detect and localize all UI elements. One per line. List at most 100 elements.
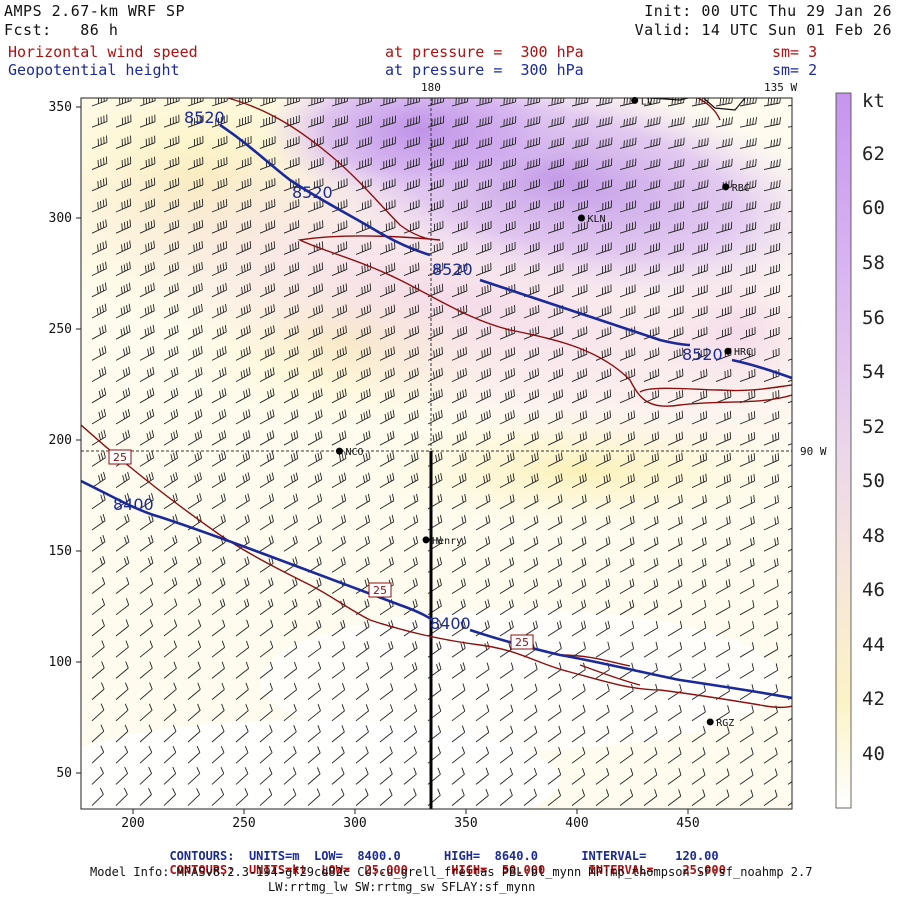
wind-barb [475, 367, 492, 383]
wind-barb [547, 431, 563, 446]
wind-barb [259, 199, 276, 213]
init-time: Init: 00 UTC Thu 29 Jan 26 [644, 2, 892, 20]
wind-barb [523, 242, 540, 255]
wind-barb [379, 115, 396, 128]
wind-barb [475, 325, 492, 340]
wind-barb [643, 305, 660, 319]
wind-barb [283, 241, 300, 255]
wind-barb [379, 704, 394, 722]
axis-ticks [76, 106, 689, 814]
wind-barb [403, 199, 420, 213]
wind-barb [715, 494, 731, 510]
wind-barb [91, 513, 106, 531]
wind-barb [91, 156, 108, 171]
wind-barb [571, 326, 588, 340]
wind-barb [355, 388, 371, 404]
wind-barb [211, 493, 226, 510]
wind-barb [283, 682, 298, 700]
wind-barb [283, 619, 298, 637]
wind-barb [523, 515, 539, 531]
wind-barb [139, 303, 155, 319]
wind-barb [475, 599, 490, 616]
wind-barb [667, 137, 685, 149]
wind-barb [787, 738, 792, 743]
colorbar-tick: 40 [862, 743, 885, 765]
wind-contour-labels: 25 25 25 [108, 449, 534, 650]
wind-barb [139, 366, 155, 382]
wind-barb [763, 200, 781, 213]
wind-barb [451, 452, 467, 467]
wind-barb [691, 368, 708, 383]
wind-barb [211, 198, 228, 213]
wind-barb [307, 346, 323, 361]
wind-barb [547, 767, 562, 785]
wind-barb [403, 304, 420, 319]
wind-barb [403, 136, 420, 149]
wind-barb [739, 726, 754, 743]
wind-barb [115, 703, 129, 722]
wind-barb [211, 282, 227, 298]
wind-barb [619, 557, 635, 573]
wind-barb [475, 641, 490, 658]
colorbar-tick: 56 [862, 307, 885, 329]
wind-barb [595, 473, 611, 489]
footer-high: HIGH= 8640.0 [444, 849, 538, 863]
wind-barb [667, 179, 685, 192]
wind-barb [139, 682, 153, 700]
wind-barb [187, 177, 204, 192]
wind-barb [499, 200, 516, 213]
wind-barb [475, 346, 492, 361]
wind-barb [355, 725, 369, 743]
wind-barb [547, 389, 564, 404]
wind-barb [787, 527, 792, 531]
colorbar-tick: 58 [862, 252, 885, 274]
footer-model-info-2: LW:rrtmg_lw SW:rrtmg_sw SFLAY:sf_mynn [268, 880, 536, 894]
wind-barb [571, 284, 588, 298]
wind-barb [523, 473, 539, 488]
wind-barb [547, 179, 564, 192]
wind-barb [547, 662, 562, 679]
wind-barb [355, 704, 370, 722]
wind-barb [331, 640, 346, 658]
wind-barb [139, 535, 154, 552]
wind-barb [259, 409, 275, 425]
wind-barb [691, 242, 708, 255]
wind-barb [571, 305, 588, 319]
wind-barb [355, 325, 371, 340]
wind-barb [499, 536, 515, 552]
wind-barb [595, 116, 613, 128]
wind-barb [499, 515, 515, 531]
wind-barb [451, 473, 467, 488]
wind-barb [787, 760, 792, 764]
wind-barb [115, 282, 131, 298]
wind-barb [163, 745, 177, 764]
wind-barb [355, 619, 370, 637]
wind-barb [763, 642, 779, 658]
wind-barb [667, 768, 682, 785]
wind-barb [715, 137, 733, 149]
footer-model-info: Model Info: MPASv8.2.3-194-gf29cd82c CU:… [90, 865, 813, 879]
wind-barb [211, 703, 225, 722]
wind-barb [715, 431, 732, 446]
station-marker [706, 718, 714, 726]
wind-barb [163, 135, 180, 149]
wind-barb [187, 640, 202, 658]
wind-barb [451, 725, 466, 743]
wind-barb [643, 705, 658, 722]
wind-barb [451, 241, 468, 255]
wind-barb [235, 304, 251, 319]
wind-barb [499, 241, 516, 255]
wind-barb [403, 683, 418, 700]
wind-barb [691, 726, 706, 743]
wind-barb [691, 263, 708, 277]
wind-barb [499, 178, 516, 192]
wind-barb [211, 388, 227, 404]
wind-barb [547, 284, 564, 298]
wind-barb [403, 535, 419, 552]
wind-barb [667, 305, 684, 319]
wind-barb [427, 178, 444, 192]
footer-high: HIGH= 50.000 [451, 863, 546, 877]
wind-barb [163, 240, 180, 255]
wind-barb [715, 747, 730, 764]
wind-barb [595, 347, 612, 361]
